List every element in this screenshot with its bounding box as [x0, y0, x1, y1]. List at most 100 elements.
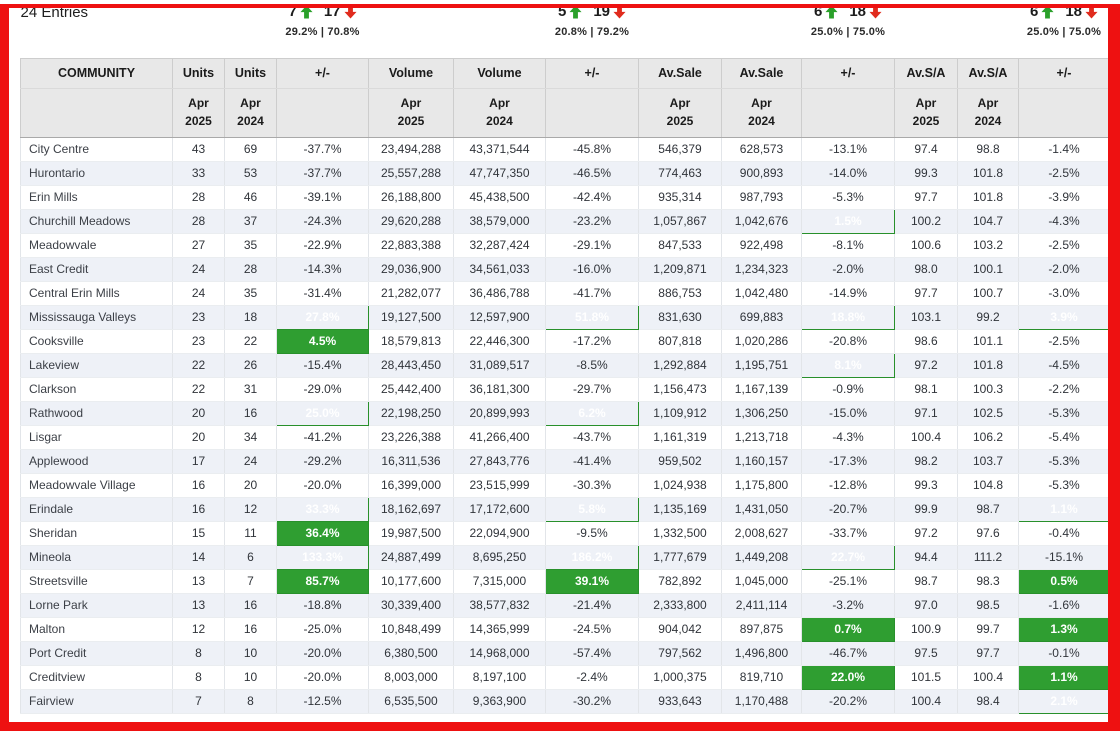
- value-cell: -25.1%: [801, 569, 895, 594]
- value-cell: 22.0%: [801, 665, 895, 690]
- value-cell: 36.4%: [276, 521, 369, 546]
- table-row: Meadowvale 27 35 -22.9% 22,883,388 32,287,424…: [20, 233, 1110, 258]
- value-cell: 85.7%: [276, 569, 369, 594]
- value-cell: -12.8%: [801, 473, 895, 498]
- value-cell: 51.8%: [545, 305, 639, 330]
- subheader-apr-2025: Apr 2025: [894, 88, 958, 138]
- col-header-volume-2024[interactable]: Volume: [453, 57, 546, 89]
- value-cell: -5.3%: [1018, 401, 1110, 426]
- value-cell: 8: [224, 689, 277, 714]
- value-cell: 98.7: [894, 569, 958, 594]
- table-row: Streetsville 13 7 85.7% 10,177,600 7,315,000 3…: [20, 569, 1110, 594]
- value-cell: 20: [172, 401, 225, 426]
- value-cell: -41.7%: [545, 281, 639, 306]
- value-cell: 1,020,286: [721, 329, 802, 354]
- value-cell: 25.0%: [276, 401, 369, 426]
- value-cell: 16: [224, 401, 277, 426]
- community-cell: Rathwood: [20, 401, 173, 426]
- value-cell: 98.2: [894, 449, 958, 474]
- col-header-volume-change[interactable]: +/-: [545, 57, 639, 89]
- value-cell: 22: [172, 353, 225, 378]
- value-cell: 102.5: [957, 401, 1019, 426]
- col-header-avsale-2024[interactable]: Av.Sale: [721, 57, 802, 89]
- value-cell: 900,893: [721, 161, 802, 186]
- value-cell: 41,266,400: [453, 425, 546, 450]
- value-cell: 28: [172, 209, 225, 234]
- subheader-apr-2024: Apr 2024: [957, 88, 1019, 138]
- value-cell: 101.8: [957, 185, 1019, 210]
- community-cell: Churchill Meadows: [20, 209, 173, 234]
- col-header-units-2025[interactable]: Units: [172, 57, 225, 89]
- value-cell: 1,306,250: [721, 401, 802, 426]
- value-cell: -2.4%: [545, 665, 639, 690]
- table-row: Lorne Park 13 16 -18.8% 30,339,400 38,577,832…: [20, 593, 1110, 618]
- col-header-avsale-change[interactable]: +/-: [801, 57, 895, 89]
- column-header-row: COMMUNITY Units Units +/- Volume Volume …: [20, 57, 1110, 89]
- value-cell: -37.7%: [276, 137, 369, 162]
- value-cell: 1.3%: [1018, 617, 1110, 642]
- subheader-apr-2024: Apr 2024: [224, 88, 277, 138]
- value-cell: 0.7%: [801, 617, 895, 642]
- col-header-community[interactable]: COMMUNITY: [20, 57, 173, 89]
- community-cell: Sheridan: [20, 521, 173, 546]
- value-cell: 98.6: [894, 329, 958, 354]
- col-header-units-change[interactable]: +/-: [276, 57, 369, 89]
- volume-down-count: 19: [593, 3, 611, 20]
- value-cell: -2.0%: [801, 257, 895, 282]
- value-cell: -16.0%: [545, 257, 639, 282]
- table-row: Hurontario 33 53 -37.7% 25,557,288 47,747,350…: [20, 161, 1110, 186]
- value-cell: 1,167,139: [721, 377, 802, 402]
- subheader-apr-2024: Apr 2024: [721, 88, 802, 138]
- table-row: Applewood 17 24 -29.2% 16,311,536 27,843,776-…: [20, 449, 1110, 474]
- value-cell: -14.0%: [801, 161, 895, 186]
- value-cell: 1,449,208: [721, 545, 802, 570]
- up-arrow-icon: [300, 5, 313, 18]
- value-cell: 18: [224, 305, 277, 330]
- col-header-units-2024[interactable]: Units: [224, 57, 277, 89]
- value-cell: -29.7%: [545, 377, 639, 402]
- value-cell: 34: [224, 425, 277, 450]
- value-cell: 22,094,900: [453, 521, 546, 546]
- avsale-up-count: 6: [813, 3, 823, 20]
- value-cell: -41.4%: [545, 449, 639, 474]
- community-cell: Lakeview: [20, 353, 173, 378]
- value-cell: 1,209,871: [638, 257, 722, 282]
- col-header-avsa-2025[interactable]: Av.S/A: [894, 57, 958, 89]
- value-cell: 97.7: [894, 281, 958, 306]
- table-row: Central Erin Mills 24 35 -31.4% 21,282,077 36…: [20, 281, 1110, 306]
- value-cell: 933,643: [638, 689, 722, 714]
- value-cell: 26,188,800: [368, 185, 454, 210]
- value-cell: 20: [224, 473, 277, 498]
- value-cell: 1,234,323: [721, 257, 802, 282]
- value-cell: 16: [224, 593, 277, 618]
- value-cell: 12,597,900: [453, 305, 546, 330]
- col-header-avsa-change[interactable]: +/-: [1018, 57, 1110, 89]
- col-header-volume-2025[interactable]: Volume: [368, 57, 454, 89]
- value-cell: -22.9%: [276, 233, 369, 258]
- col-header-avsa-2024[interactable]: Av.S/A: [957, 57, 1019, 89]
- value-cell: 7: [224, 569, 277, 594]
- value-cell: 4.5%: [276, 329, 369, 354]
- col-header-avsale-2025[interactable]: Av.Sale: [638, 57, 722, 89]
- community-cell: Erindale: [20, 497, 173, 522]
- value-cell: 98.5: [957, 593, 1019, 618]
- down-arrow-icon: [1085, 5, 1098, 18]
- value-cell: 5.8%: [545, 497, 639, 522]
- value-cell: 33.3%: [276, 497, 369, 522]
- value-cell: 6: [224, 545, 277, 570]
- value-cell: 10: [224, 665, 277, 690]
- value-cell: 101.1: [957, 329, 1019, 354]
- value-cell: 897,875: [721, 617, 802, 642]
- subheader-apr-2025: Apr 2025: [172, 88, 225, 138]
- value-cell: 21,282,077: [368, 281, 454, 306]
- value-cell: -8.1%: [801, 233, 895, 258]
- value-cell: 103.1: [894, 305, 958, 330]
- value-cell: -21.4%: [545, 593, 639, 618]
- value-cell: 99.3: [894, 161, 958, 186]
- value-cell: 27,843,776: [453, 449, 546, 474]
- value-cell: 101.8: [957, 353, 1019, 378]
- value-cell: 25,557,288: [368, 161, 454, 186]
- value-cell: 1.5%: [801, 209, 895, 234]
- community-cell: Lisgar: [20, 425, 173, 450]
- table-row: Lakeview 22 26 -15.4% 28,443,450 31,089,517 -8…: [20, 353, 1110, 378]
